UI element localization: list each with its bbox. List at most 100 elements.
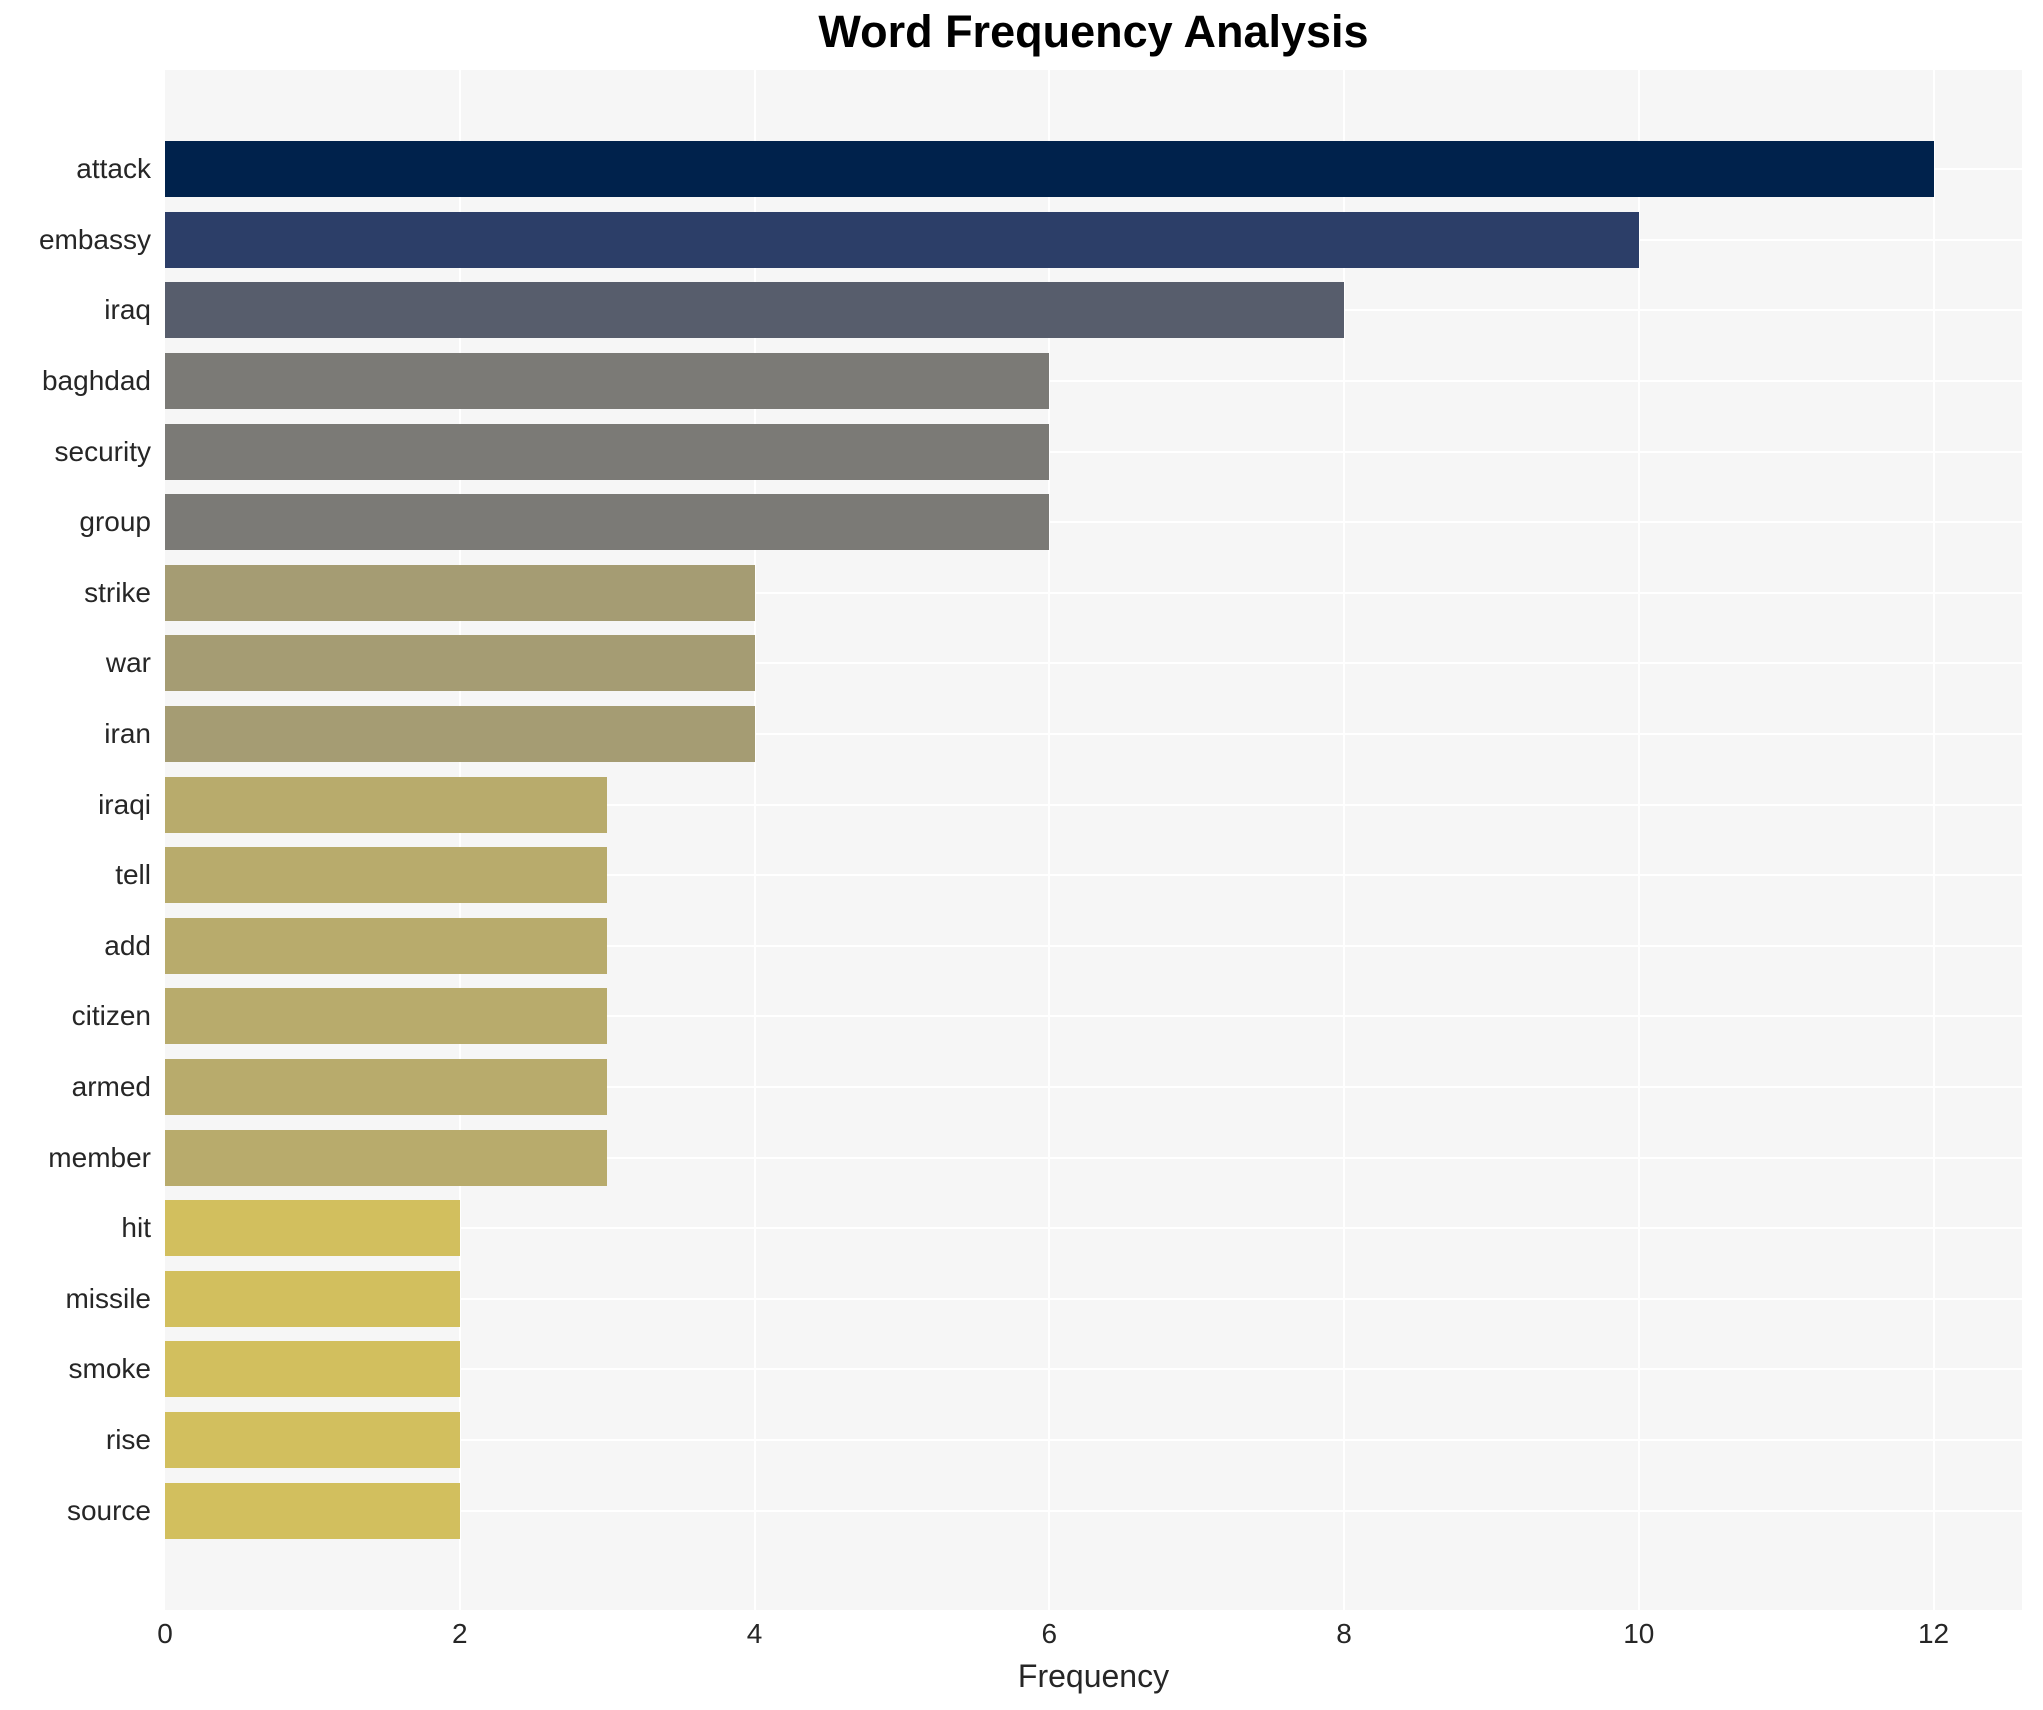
gridline-horizontal xyxy=(165,1297,2022,1300)
bar-row: security xyxy=(0,416,2022,487)
bar-row: strike xyxy=(0,558,2022,629)
x-axis-ticks: 0 2 4 6 8 10 12 xyxy=(157,1618,2022,1658)
x-tick-label: 2 xyxy=(451,1618,468,1649)
bar-track xyxy=(165,275,2022,346)
bar-embassy xyxy=(165,211,1639,268)
y-tick-label: hit xyxy=(121,1212,151,1244)
bar-track xyxy=(165,911,2022,982)
y-tick-label: citizen xyxy=(71,1000,151,1032)
bar-track xyxy=(165,1475,2022,1546)
bar-row: embassy xyxy=(0,205,2022,276)
bar-track xyxy=(165,628,2022,699)
y-tick-label: strike xyxy=(84,576,151,608)
bar-row: citizen xyxy=(0,981,2022,1052)
bar-attack xyxy=(165,141,1934,198)
bar-row: tell xyxy=(0,840,2022,911)
bar-track xyxy=(165,769,2022,840)
bar-track xyxy=(165,981,2022,1052)
bar-track xyxy=(165,205,2022,276)
bar-row: iraqi xyxy=(0,769,2022,840)
bar-iran xyxy=(165,706,755,763)
x-tick-label: 12 xyxy=(1917,1618,1950,1649)
bar-source xyxy=(165,1482,460,1539)
bar-security xyxy=(165,423,1050,480)
gridline-horizontal xyxy=(165,1227,2022,1230)
x-tick-label: 8 xyxy=(1336,1618,1352,1649)
y-tick-label: iran xyxy=(104,718,151,750)
bar-track xyxy=(165,1193,2022,1264)
bar-war xyxy=(165,635,755,692)
gridline-vertical xyxy=(458,70,461,1610)
y-tick-label: embassy xyxy=(38,223,151,255)
bar-iraq xyxy=(165,282,1345,339)
bar-strike xyxy=(165,564,755,621)
bar-rows: attack embassy iraq baghdad security group str… xyxy=(0,70,2022,1610)
y-tick-label: source xyxy=(66,1494,151,1526)
y-tick-label: war xyxy=(105,647,151,679)
gridline-horizontal xyxy=(165,1509,2022,1512)
gridline-horizontal xyxy=(165,874,2022,877)
bar-baghdad xyxy=(165,353,1050,410)
gridline-horizontal xyxy=(165,662,2022,665)
bar-track xyxy=(165,134,2022,205)
gridline-horizontal xyxy=(165,1438,2022,1441)
y-tick-label: rise xyxy=(105,1423,151,1455)
bar-track xyxy=(165,1334,2022,1405)
bar-row: iran xyxy=(0,699,2022,770)
gridline-horizontal xyxy=(165,803,2022,806)
gridline-vertical xyxy=(753,70,756,1610)
x-tick-label: 4 xyxy=(746,1618,763,1649)
bar-track xyxy=(165,558,2022,629)
bar-add xyxy=(165,917,608,974)
y-tick-label: group xyxy=(79,506,151,538)
x-tick-label: 0 xyxy=(157,1618,173,1649)
bar-track xyxy=(165,1052,2022,1123)
bar-row: war xyxy=(0,628,2022,699)
gridline-horizontal xyxy=(165,944,2022,947)
bar-row: add xyxy=(0,911,2022,982)
gridline-vertical xyxy=(1343,70,1346,1610)
bar-row: source xyxy=(0,1475,2022,1546)
gridline-vertical xyxy=(1637,70,1640,1610)
gridline-horizontal xyxy=(165,450,2022,453)
x-tick-label: 10 xyxy=(1623,1618,1655,1649)
bar-smoke xyxy=(165,1341,460,1398)
y-tick-label: member xyxy=(48,1141,151,1173)
y-tick-label: attack xyxy=(76,153,151,185)
chart-title: Word Frequency Analysis xyxy=(818,6,1369,57)
bar-row: baghdad xyxy=(0,346,2022,417)
y-tick-label: missile xyxy=(65,1282,151,1314)
bar-track xyxy=(165,487,2022,558)
y-tick-label: tell xyxy=(115,859,151,891)
bar-row: member xyxy=(0,1122,2022,1193)
gridline-horizontal xyxy=(165,591,2022,594)
bar-row: armed xyxy=(0,1052,2022,1123)
gridline-horizontal xyxy=(165,1368,2022,1371)
bar-row: missile xyxy=(0,1264,2022,1335)
y-tick-label: armed xyxy=(71,1071,151,1103)
bar-row: smoke xyxy=(0,1334,2022,1405)
gridline-horizontal xyxy=(165,1015,2022,1018)
bar-track xyxy=(165,1405,2022,1476)
y-tick-label: security xyxy=(54,435,151,467)
bar-row: iraq xyxy=(0,275,2022,346)
bar-track xyxy=(165,346,2022,417)
bar-track xyxy=(165,416,2022,487)
bar-missile xyxy=(165,1270,460,1327)
bar-row: hit xyxy=(0,1193,2022,1264)
bar-track xyxy=(165,1122,2022,1193)
bar-track xyxy=(165,699,2022,770)
gridline-vertical xyxy=(1932,70,1935,1610)
y-tick-label: baghdad xyxy=(41,365,151,397)
bar-iraqi xyxy=(165,776,608,833)
bar-row: rise xyxy=(0,1405,2022,1476)
y-tick-label: add xyxy=(104,929,151,961)
bar-rise xyxy=(165,1411,460,1468)
bar-track xyxy=(165,840,2022,911)
x-tick-label: 6 xyxy=(1041,1618,1058,1649)
y-tick-label: iraqi xyxy=(98,788,151,820)
bar-member xyxy=(165,1129,608,1186)
x-axis-title: Frequency xyxy=(1017,1658,1170,1694)
gridline-vertical xyxy=(1048,70,1051,1610)
